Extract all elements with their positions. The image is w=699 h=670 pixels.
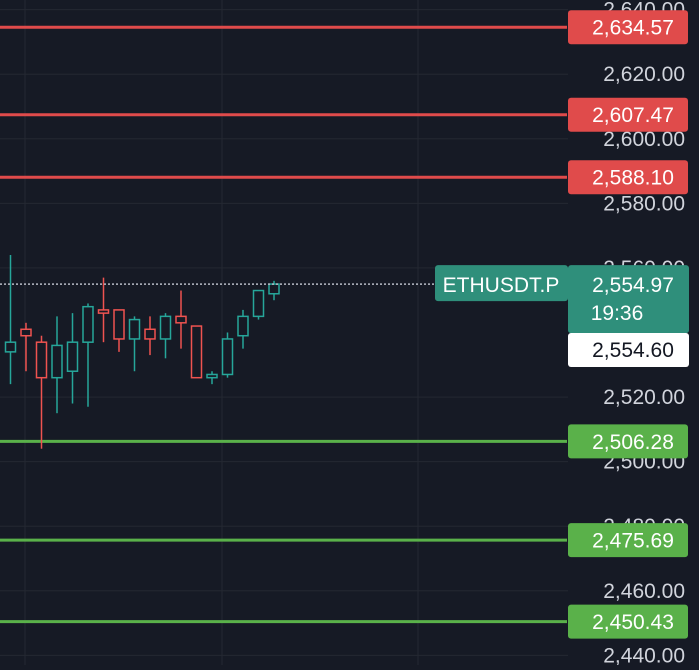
last-price-label: 2,554.97 [592,274,674,297]
support-price-badge[interactable] [568,424,688,459]
candle-up [252,289,265,318]
resistance-price-label: 2,607.47 [592,104,674,127]
support-price-label: 2,450.43 [592,611,674,634]
last-price-badge[interactable] [568,265,689,334]
crosshair-price-badge[interactable] [568,333,689,367]
candle-up [66,341,79,372]
candle-up [221,338,234,376]
support-price-badge[interactable] [568,523,688,558]
resistance-price-badge[interactable] [568,97,688,132]
candle-down [97,309,110,314]
resistance-price-badge[interactable] [568,160,688,195]
support-price-label: 2,475.69 [592,530,674,553]
resistance-price-badge[interactable] [568,10,688,45]
candle-down [175,315,187,324]
price-axis-label: 2,600.00 [603,128,685,151]
support-price-label: 2,506.28 [592,431,674,454]
price-axis-label: 2,580.00 [603,192,685,215]
support-price-badge[interactable] [568,604,688,639]
crosshair-price-label: 2,554.60 [592,339,674,362]
candle-up [82,305,94,343]
resistance-price-label: 2,634.57 [592,17,674,40]
resistance-price-label: 2,588.10 [592,167,674,190]
candle-down [20,328,32,337]
candle-up [206,373,218,379]
candle-up [128,318,141,340]
candle-up [268,283,280,295]
price-axis-label: 2,440.00 [603,644,685,665]
candle-down [190,325,203,379]
price-axis-label: 2,460.00 [603,580,685,603]
price-axis-label: 2,520.00 [603,386,685,409]
candle-down [144,328,156,340]
candle-up [237,315,249,337]
price-axis-label: 2,620.00 [603,63,685,86]
candle-up [159,315,172,340]
countdown-label: 19:36 [591,302,644,325]
candle-down [113,309,125,340]
symbol-badge[interactable] [435,265,568,302]
candle-down [35,341,48,379]
candle-up [4,341,17,353]
symbol-label: ETHUSDT.P [443,274,560,297]
candle-up [51,344,63,379]
